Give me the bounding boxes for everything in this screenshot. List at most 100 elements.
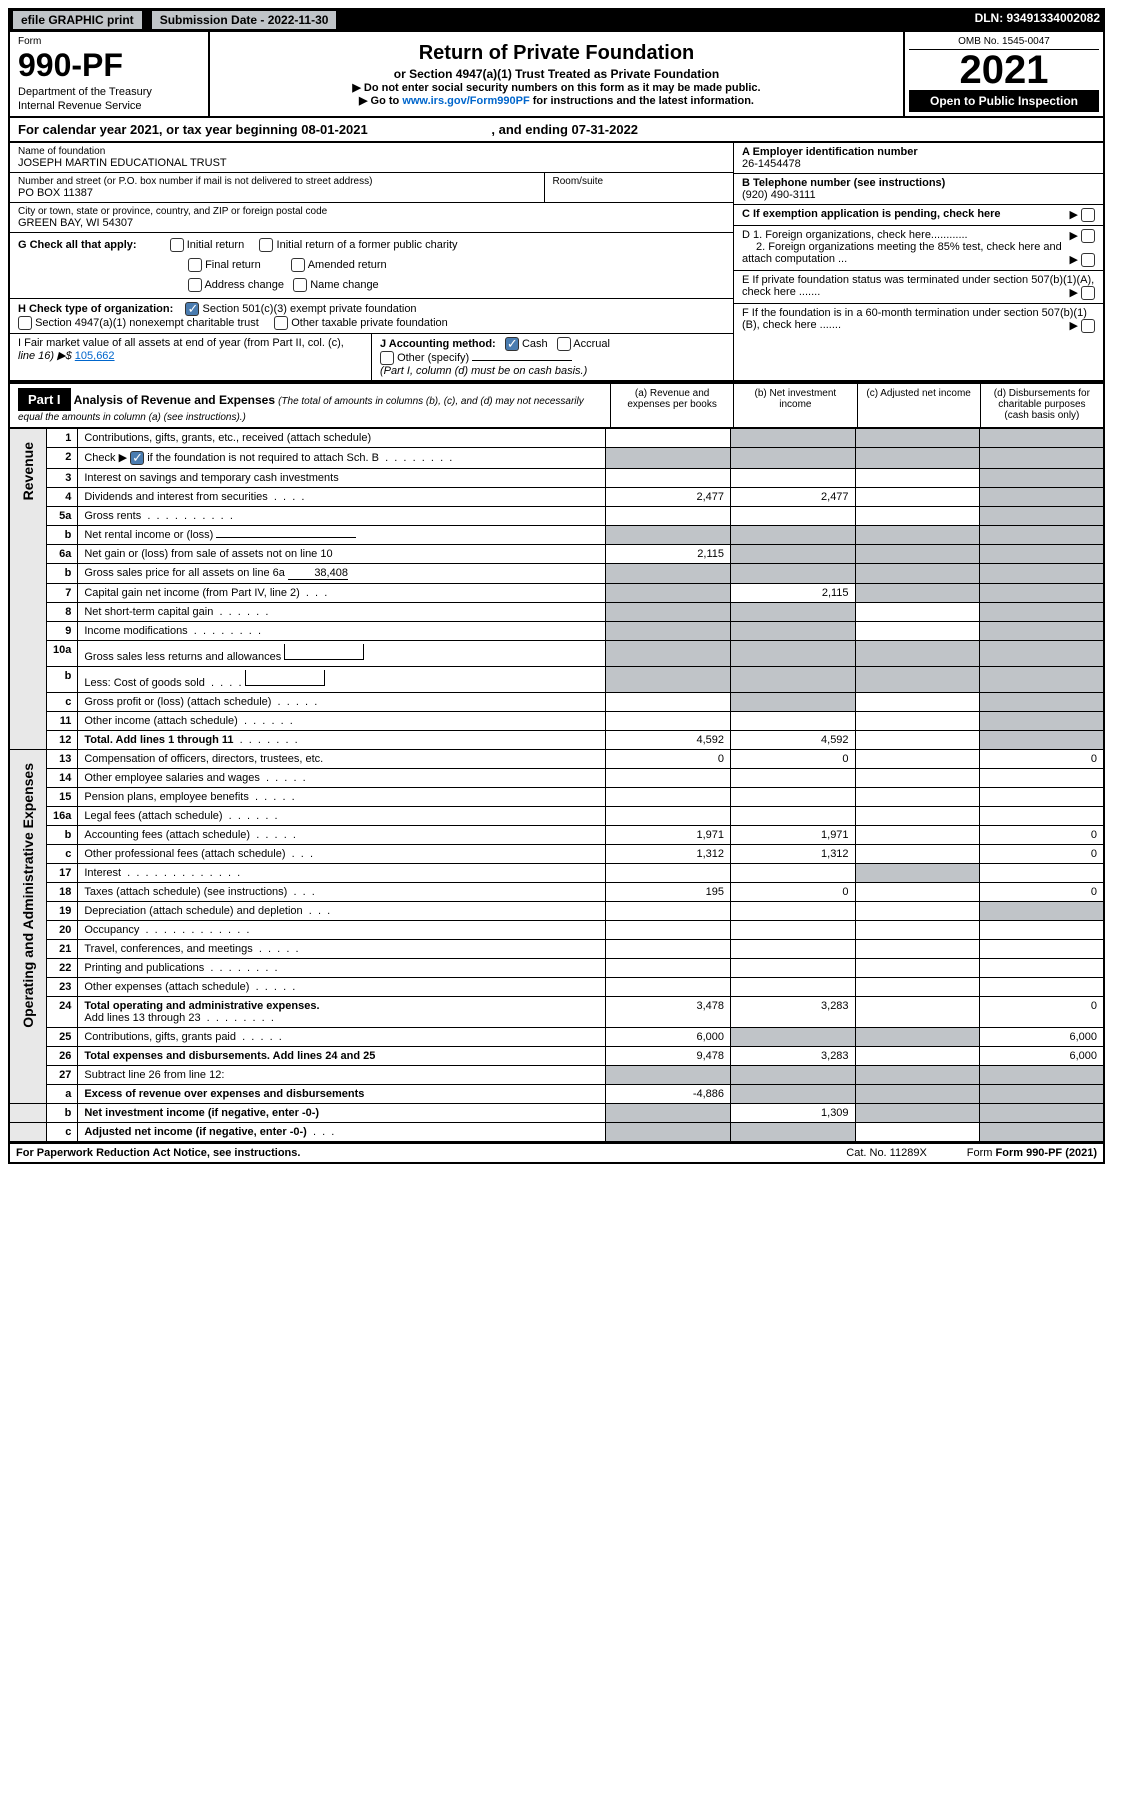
l16c-d: 0 bbox=[979, 845, 1104, 864]
l27c: Adjusted net income (if negative, enter … bbox=[84, 1126, 306, 1138]
l7-b: 2,115 bbox=[731, 584, 856, 603]
cy-mid: , and ending bbox=[491, 122, 571, 137]
submission-date-badge: Submission Date - 2022-11-30 bbox=[152, 11, 337, 29]
l5a: Gross rents bbox=[84, 510, 141, 522]
l20: Occupancy bbox=[84, 924, 139, 936]
h-4947: Section 4947(a)(1) nonexempt charitable … bbox=[35, 317, 259, 329]
checkbox-initial[interactable] bbox=[170, 238, 184, 252]
l16b-a: 1,971 bbox=[606, 826, 731, 845]
checkbox-cash[interactable] bbox=[505, 337, 519, 351]
l17: Interest bbox=[84, 867, 121, 879]
form-link[interactable]: www.irs.gov/Form990PF bbox=[402, 95, 529, 107]
part1-title: Analysis of Revenue and Expenses bbox=[74, 393, 275, 407]
open-public-badge: Open to Public Inspection bbox=[909, 90, 1099, 112]
dln-label: DLN: 93491334002082 bbox=[975, 11, 1100, 29]
checkbox-501c3[interactable] bbox=[185, 302, 199, 316]
i-label: I Fair market value of all assets at end… bbox=[18, 337, 344, 349]
l6a-a: 2,115 bbox=[606, 545, 731, 564]
g-initial: Initial return bbox=[187, 239, 244, 251]
l26-d: 6,000 bbox=[979, 1047, 1104, 1066]
l24-b: 3,283 bbox=[731, 997, 856, 1028]
cy-begin: 08-01-2021 bbox=[301, 122, 368, 137]
l1-desc: Contributions, gifts, grants, etc., rece… bbox=[78, 429, 606, 448]
c-label: C If exemption application is pending, c… bbox=[742, 208, 1001, 220]
checkbox-d1[interactable] bbox=[1081, 229, 1095, 243]
dept-label: Department of the Treasury bbox=[18, 86, 200, 98]
l27b-b: 1,309 bbox=[731, 1104, 856, 1123]
l24-d: 0 bbox=[979, 997, 1104, 1028]
form-label: Form bbox=[18, 36, 200, 47]
l24b: Add lines 13 through 23 bbox=[84, 1012, 200, 1024]
l10b: Less: Cost of goods sold bbox=[84, 677, 204, 689]
l23: Other expenses (attach schedule) bbox=[84, 981, 249, 993]
l18-a: 195 bbox=[606, 883, 731, 902]
form-ref-text: Form 990-PF (2021) bbox=[996, 1147, 1097, 1159]
form-ref: Form Form 990-PF (2021) bbox=[967, 1147, 1097, 1159]
efile-badge[interactable]: efile GRAPHIC print bbox=[13, 11, 142, 29]
inst2-post: for instructions and the latest informat… bbox=[530, 95, 754, 107]
checkbox-e[interactable] bbox=[1081, 286, 1095, 300]
l2-pre: Check ▶ bbox=[84, 452, 127, 464]
checkbox-initial-former[interactable] bbox=[259, 238, 273, 252]
checkbox-amended[interactable] bbox=[291, 258, 305, 272]
checkbox-4947[interactable] bbox=[18, 316, 32, 330]
checkbox-f[interactable] bbox=[1081, 319, 1095, 333]
l8: Net short-term capital gain bbox=[84, 606, 213, 618]
l21: Travel, conferences, and meetings bbox=[84, 943, 252, 955]
checkbox-final[interactable] bbox=[188, 258, 202, 272]
col-b: (b) Net investment income bbox=[733, 384, 856, 427]
l6b-val: 38,408 bbox=[288, 567, 348, 580]
cy-pre: For calendar year 2021, or tax year begi… bbox=[18, 122, 301, 137]
g-initial-former: Initial return of a former public charit… bbox=[277, 239, 458, 251]
top-bar: efile GRAPHIC print Submission Date - 20… bbox=[8, 8, 1105, 32]
inst1: ▶ Do not enter social security numbers o… bbox=[352, 82, 760, 94]
l4: Dividends and interest from securities bbox=[84, 491, 267, 503]
l9: Income modifications bbox=[84, 625, 187, 637]
g-label: G Check all that apply: bbox=[18, 239, 137, 251]
foundation-name: JOSEPH MARTIN EDUCATIONAL TRUST bbox=[18, 157, 725, 169]
l18-d: 0 bbox=[979, 883, 1104, 902]
l7: Capital gain net income (from Part IV, l… bbox=[84, 587, 299, 599]
checkbox-name-change[interactable] bbox=[293, 278, 307, 292]
ein-label: A Employer identification number bbox=[742, 146, 918, 158]
l26-a: 9,478 bbox=[606, 1047, 731, 1066]
checkbox-other-tax[interactable] bbox=[274, 316, 288, 330]
l12: Total. Add lines 1 through 11 bbox=[84, 734, 233, 746]
l16c-b: 1,312 bbox=[731, 845, 856, 864]
l26: Total expenses and disbursements. Add li… bbox=[84, 1050, 375, 1062]
l13-d: 0 bbox=[979, 750, 1104, 769]
inst2-pre: ▶ Go to bbox=[359, 95, 402, 107]
checkbox-accrual[interactable] bbox=[557, 337, 571, 351]
form-number: 990-PF bbox=[18, 47, 200, 84]
form-title: Return of Private Foundation bbox=[218, 42, 895, 65]
checkbox-c[interactable] bbox=[1081, 208, 1095, 222]
checkbox-addr-change[interactable] bbox=[188, 278, 202, 292]
form-header-center: Return of Private Foundation or Section … bbox=[210, 32, 903, 116]
checkbox-schb[interactable] bbox=[130, 451, 144, 465]
l5b: Net rental income or (loss) bbox=[84, 529, 213, 541]
l27a: Excess of revenue over expenses and disb… bbox=[84, 1088, 364, 1100]
h-501c3: Section 501(c)(3) exempt private foundat… bbox=[203, 303, 417, 315]
j-accrual: Accrual bbox=[573, 338, 610, 350]
i-line-label: line 16) ▶$ bbox=[18, 350, 72, 362]
j-note: (Part I, column (d) must be on cash basi… bbox=[380, 365, 587, 377]
col-c: (c) Adjusted net income bbox=[857, 384, 980, 427]
tel-value: (920) 490-3111 bbox=[742, 189, 816, 201]
l27: Subtract line 26 from line 12: bbox=[78, 1066, 606, 1085]
l6b-pre: Gross sales price for all assets on line… bbox=[84, 567, 285, 579]
g-final: Final return bbox=[205, 259, 261, 271]
l27b: Net investment income (if negative, ente… bbox=[84, 1107, 319, 1119]
j-label: J Accounting method: bbox=[380, 338, 496, 350]
l25-d: 6,000 bbox=[979, 1028, 1104, 1047]
l24-a: 3,478 bbox=[606, 997, 731, 1028]
l11: Other income (attach schedule) bbox=[84, 715, 237, 727]
l14: Other employee salaries and wages bbox=[84, 772, 259, 784]
d1-label: D 1. Foreign organizations, check here..… bbox=[742, 229, 968, 241]
g-amended: Amended return bbox=[308, 259, 387, 271]
checkbox-d2[interactable] bbox=[1081, 253, 1095, 267]
part1-badge: Part I bbox=[18, 388, 71, 411]
checkbox-other-method[interactable] bbox=[380, 351, 394, 365]
footer: For Paperwork Reduction Act Notice, see … bbox=[8, 1143, 1105, 1164]
j-cash: Cash bbox=[522, 338, 548, 350]
l13-b: 0 bbox=[731, 750, 856, 769]
